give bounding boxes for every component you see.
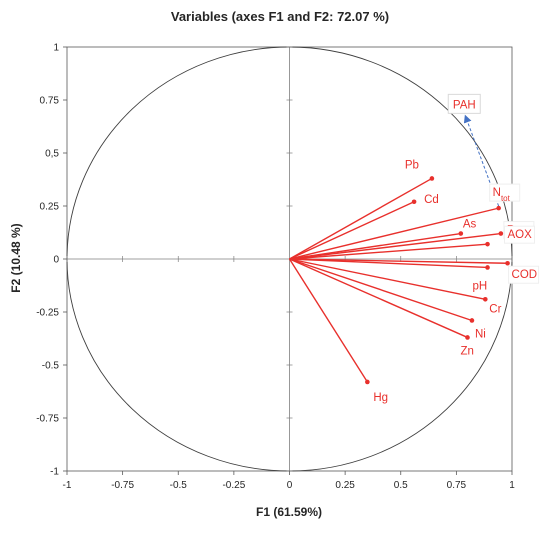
loading-point-ph — [485, 265, 490, 270]
variable-label-subscript: tot — [501, 194, 511, 203]
loading-point-zn — [465, 335, 470, 340]
loading-vector-cr — [289, 258, 486, 300]
x-tick-label: -0.75 — [111, 480, 134, 491]
x-tick-label: -1 — [63, 480, 72, 491]
y-tick-label: 0,5 — [45, 149, 59, 160]
variable-label-box — [489, 183, 521, 202]
x-tick-label: 0.25 — [335, 480, 355, 491]
x-tick-label: -0.5 — [170, 480, 188, 491]
loading-point-n — [496, 205, 501, 211]
y-tick-label: 0.75 — [40, 96, 60, 107]
loading-vector-cod — [289, 258, 508, 264]
loading-vector-pb — [289, 177, 433, 260]
y-tick-label: 0 — [53, 255, 59, 266]
chart-title: Variables (axes F1 and F2: 72.07 %) — [171, 9, 389, 24]
loading-point-p — [498, 231, 504, 236]
variable-label-zn: Zn — [461, 345, 474, 357]
loading-vector-p — [289, 232, 501, 260]
loading-point-cd — [411, 199, 417, 205]
variable-label-cod: COD — [512, 269, 538, 281]
y-tick-label: 0.25 — [40, 202, 60, 213]
loading-vector-ph — [289, 258, 488, 269]
loading-point-pb — [429, 176, 435, 181]
variable-label-as: As — [463, 219, 477, 231]
loading-point-cr — [483, 296, 488, 302]
y-axis-title: F2 (10.48 %) — [9, 223, 23, 292]
loading-vector-hg — [288, 258, 368, 383]
y-tick-label: 1 — [53, 43, 59, 54]
variable-label-pb: Pb — [405, 159, 419, 171]
loading-vector-as — [289, 232, 461, 260]
loading-point-cod — [505, 260, 510, 266]
loading-vector-ni — [289, 258, 473, 322]
plot-area: -1 -1 -0.75 -0.75 -0.5 -0.5 -0.25 -0.25 0 0 0.25 0.… — [36, 43, 540, 491]
loading-vector-zn — [289, 258, 468, 339]
loading-point-as — [458, 231, 464, 236]
variable-label-box — [508, 265, 540, 284]
x-tick-label: 0.75 — [447, 480, 467, 491]
supplementary-label: PAH — [453, 99, 476, 111]
loading-vector-cd — [289, 201, 415, 260]
x-axis-title: F1 (61.59%) — [256, 505, 322, 519]
supplementary-label-box — [447, 93, 481, 114]
variable-label-hg: Hg — [373, 392, 388, 404]
loading-point-ni — [469, 318, 475, 323]
x-tick-label: 0 — [287, 480, 293, 491]
loading-vector-aox — [289, 243, 488, 260]
variable-label-ph: pH — [473, 280, 488, 292]
variable-label-cr: Cr — [489, 303, 501, 315]
variable-label-box — [504, 225, 536, 244]
y-tick-label: -0.75 — [36, 414, 59, 425]
x-tick-label: -0.25 — [222, 480, 245, 491]
y-tick-label: -1 — [50, 467, 59, 478]
loading-point-hg — [365, 379, 370, 385]
x-tick-label: 0.5 — [394, 480, 408, 491]
y-tick-label: -0.5 — [42, 361, 60, 372]
variable-label-cd: Cd — [424, 194, 439, 206]
loading-point-aox — [485, 241, 490, 247]
loading-vector-n — [289, 207, 499, 260]
variable-label-aox: AOX — [508, 229, 533, 241]
x-tick-label: 1 — [509, 480, 515, 491]
y-tick-label: -0.25 — [36, 308, 59, 319]
variable-label-ni: Ni — [475, 328, 486, 340]
